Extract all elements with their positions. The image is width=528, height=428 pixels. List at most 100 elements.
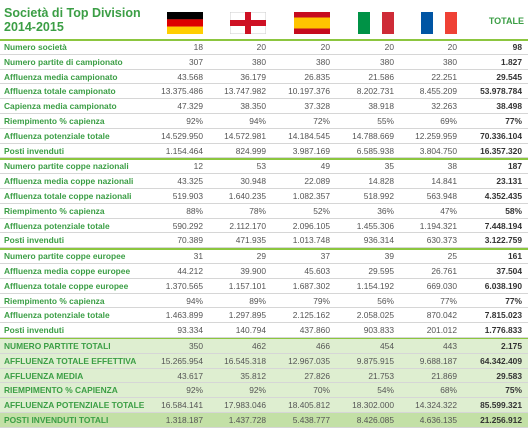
table-row: Riempimento % capienza 88% 78% 52% 36% 47% 58% — [0, 204, 528, 219]
table-row: AFFLUENZA MEDIA 43.617 35.812 27.826 21.753 2… — [0, 368, 528, 384]
value-cell: 10.197.376 — [288, 86, 330, 97]
value-cell: 70.389 — [177, 235, 203, 246]
table-row: Riempimento % capienza 94% 89% 79% 56% 77% 77% — [0, 294, 528, 309]
total-cell: 98 — [512, 42, 522, 52]
value-cell: 8.455.209 — [419, 86, 457, 97]
table-row: Numero società 18 20 20 20 20 98 — [0, 40, 528, 55]
value-cell: 21.586 — [368, 71, 394, 82]
total-cell: 2.175 — [501, 341, 522, 351]
value-cell: 39.900 — [240, 266, 266, 276]
value-cell: 38.918 — [368, 101, 394, 112]
value-cell: 903.833 — [363, 325, 394, 336]
total-cell: 75% — [505, 385, 522, 396]
table-row: Affluenza media campionato 43.568 36.179 26… — [0, 70, 528, 85]
value-cell: 824.999 — [235, 145, 266, 156]
table-row: Affluenza potenziale totale 14.529.950 14.… — [0, 129, 528, 144]
value-cell: 8.426.085 — [356, 415, 394, 425]
value-cell: 1.455.306 — [356, 220, 394, 231]
row-label: Riempimento % capienza — [4, 205, 105, 216]
total-cell: 1.827 — [501, 56, 522, 67]
table-row: Capienza media campionato 47.329 38.350 37.… — [0, 99, 528, 114]
value-cell: 88% — [186, 205, 203, 216]
value-cell: 380 — [252, 56, 266, 67]
value-cell: 93.334 — [177, 325, 203, 336]
value-cell: 18.405.812 — [288, 400, 330, 411]
total-cell: 161 — [508, 251, 522, 262]
table-row: Affluenza media coppe nazionali 43.325 30.… — [0, 174, 528, 189]
value-cell: 35 — [384, 161, 394, 172]
total-cell: 187 — [508, 161, 522, 172]
value-cell: 2.125.162 — [292, 310, 330, 321]
value-cell: 20 — [447, 42, 457, 52]
value-cell: 92% — [186, 116, 203, 126]
value-cell: 5.438.777 — [292, 415, 330, 425]
value-cell: 20 — [320, 42, 330, 52]
value-cell: 669.030 — [426, 280, 457, 291]
value-cell: 9.875.915 — [356, 355, 394, 366]
table-row: Affluenza media coppe europee 44.212 39.90… — [0, 264, 528, 279]
value-cell: 1.154.464 — [165, 145, 203, 156]
row-label: Affluenza media coppe europee — [4, 266, 131, 276]
value-cell: 70% — [313, 385, 330, 396]
value-cell: 36.179 — [240, 71, 266, 82]
total-cell: 77% — [505, 116, 522, 126]
row-label: AFFLUENZA MEDIA — [4, 370, 84, 381]
value-cell: 94% — [186, 295, 203, 306]
row-label: Affluenza totale campionato — [4, 86, 116, 97]
row-label: RIEMPIMENTO % CAPIENZA — [4, 385, 118, 396]
total-cell: 38.498 — [496, 101, 522, 112]
value-cell: 16.545.318 — [224, 355, 266, 366]
subtitle: 2014-2015 — [4, 20, 64, 34]
row-label: Affluenza potenziale totale — [4, 310, 110, 321]
value-cell: 22.089 — [304, 176, 330, 187]
row-label: Riempimento % capienza — [4, 116, 105, 126]
row-label: Numero partite di campionato — [4, 56, 123, 67]
row-label: Riempimento % capienza — [4, 295, 105, 306]
value-cell: 31 — [193, 251, 203, 262]
value-cell: 30.948 — [240, 176, 266, 187]
table-row: AFFLUENZA POTENZIALE TOTALE 16.584.141 17.… — [0, 398, 528, 413]
value-cell: 14.841 — [431, 176, 457, 187]
value-cell: 14.184.545 — [288, 130, 330, 141]
value-cell: 36% — [377, 205, 394, 216]
total-cell: 7.815.023 — [484, 310, 522, 321]
row-label: Affluenza media coppe nazionali — [4, 176, 134, 187]
total-header: TOTALE — [488, 16, 524, 26]
value-cell: 78% — [249, 205, 266, 216]
value-cell: 32.263 — [431, 101, 457, 112]
section-separator — [0, 248, 528, 251]
value-cell: 14.788.669 — [352, 130, 394, 141]
value-cell: 17.983.046 — [224, 400, 266, 411]
section-separator — [0, 39, 528, 41]
flag-france — [421, 12, 457, 34]
table-row: Posti invenduti 1.154.464 824.999 3.987.169… — [0, 144, 528, 159]
value-cell: 43.325 — [177, 176, 203, 187]
table-row: Numero partite di campionato 307 380 380 380… — [0, 55, 528, 70]
value-cell: 1.157.101 — [228, 280, 266, 291]
value-cell: 26.761 — [431, 266, 457, 276]
value-cell: 14.572.981 — [224, 130, 266, 141]
total-cell: 6.038.190 — [484, 280, 522, 291]
total-cell: 29.545 — [496, 71, 522, 82]
flag-germany — [167, 12, 203, 34]
row-label: Affluenza media campionato — [4, 71, 118, 82]
row-label: Posti invenduti — [4, 145, 65, 156]
total-cell: 77% — [505, 295, 522, 306]
value-cell: 43.617 — [177, 370, 203, 381]
flag-spain — [294, 12, 330, 34]
value-cell: 49 — [320, 161, 330, 172]
value-cell: 466 — [316, 341, 330, 351]
value-cell: 1.082.357 — [292, 191, 330, 201]
value-cell: 18 — [193, 42, 203, 52]
table-row: Posti invenduti 93.334 140.794 437.860 903.8… — [0, 323, 528, 338]
value-cell: 38.350 — [240, 101, 266, 112]
value-cell: 9.688.187 — [419, 355, 457, 366]
total-cell: 53.978.784 — [480, 86, 522, 97]
table-row: RIEMPIMENTO % CAPIENZA 92% 92% 70% 54% 68% 75% — [0, 383, 528, 399]
value-cell: 3.987.169 — [292, 145, 330, 156]
title-line: Società di Top Division — [4, 6, 141, 20]
value-cell: 1.154.192 — [356, 280, 394, 291]
value-cell: 20 — [384, 42, 394, 52]
value-cell: 45.603 — [304, 266, 330, 276]
